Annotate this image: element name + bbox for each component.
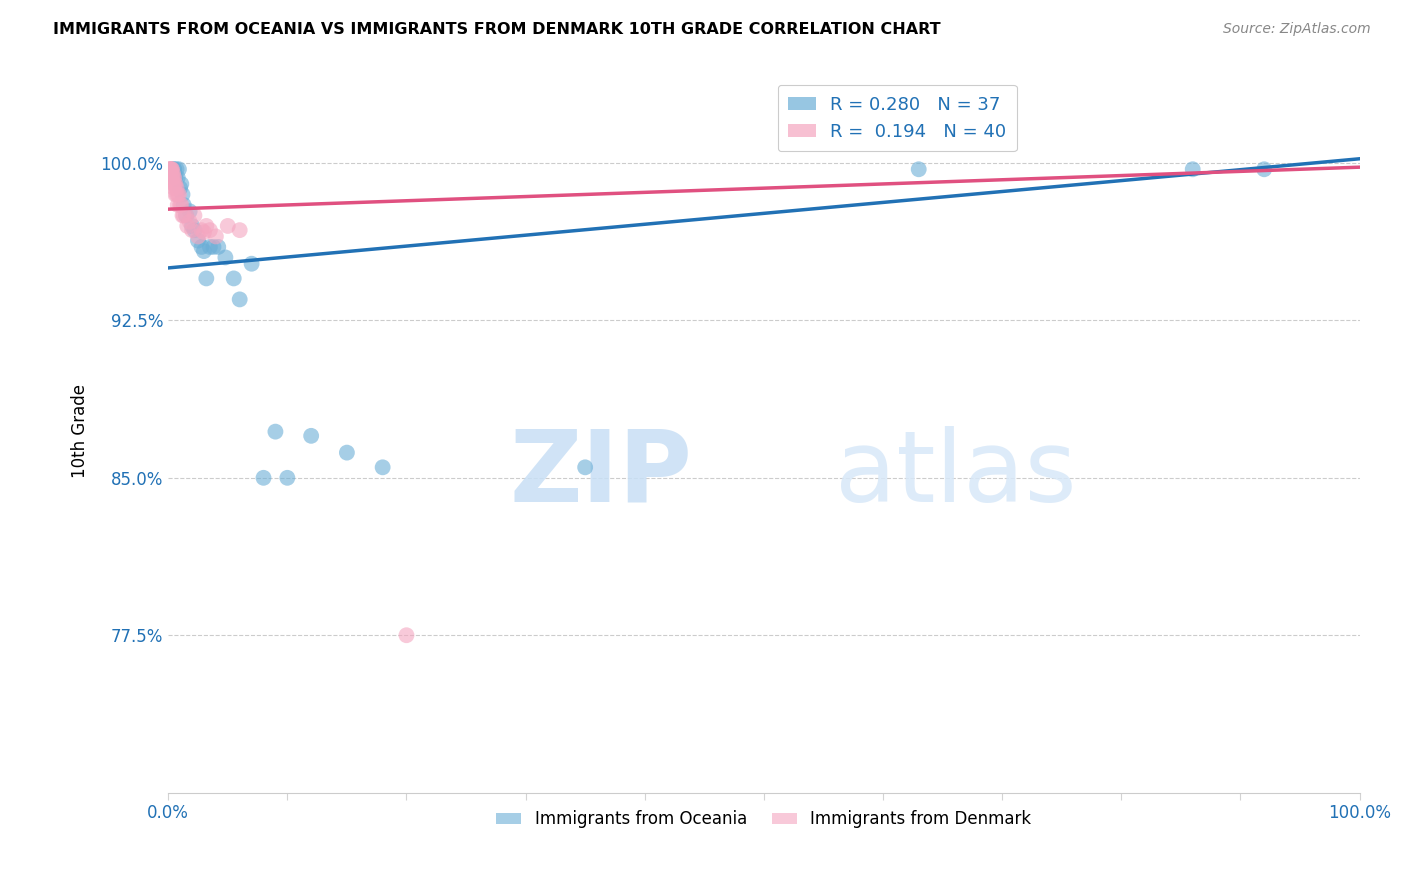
Point bbox=[162, 170, 184, 185]
Point bbox=[172, 187, 194, 202]
Point bbox=[166, 170, 188, 185]
Point bbox=[157, 162, 180, 177]
Point bbox=[264, 425, 287, 439]
Point bbox=[187, 234, 209, 248]
Point bbox=[179, 215, 201, 229]
Point bbox=[193, 225, 215, 239]
Point bbox=[395, 628, 418, 642]
Point bbox=[228, 293, 250, 307]
Text: atlas: atlas bbox=[835, 425, 1077, 523]
Point bbox=[907, 162, 929, 177]
Point bbox=[195, 219, 218, 233]
Text: Source: ZipAtlas.com: Source: ZipAtlas.com bbox=[1223, 22, 1371, 37]
Point bbox=[202, 240, 225, 254]
Point bbox=[160, 162, 183, 177]
Point bbox=[174, 209, 197, 223]
Point bbox=[174, 209, 197, 223]
Point bbox=[193, 244, 215, 259]
Point bbox=[299, 429, 322, 443]
Point bbox=[163, 162, 186, 177]
Point bbox=[198, 223, 221, 237]
Point bbox=[167, 162, 190, 177]
Point bbox=[163, 166, 186, 180]
Point bbox=[371, 460, 394, 475]
Point bbox=[165, 170, 187, 185]
Point bbox=[336, 445, 359, 459]
Point bbox=[217, 219, 239, 233]
Point bbox=[169, 198, 191, 212]
Text: ZIP: ZIP bbox=[509, 425, 692, 523]
Point bbox=[574, 460, 596, 475]
Point bbox=[181, 219, 204, 233]
Point bbox=[183, 209, 205, 223]
Point bbox=[165, 187, 187, 202]
Point bbox=[252, 471, 274, 485]
Point bbox=[163, 177, 186, 191]
Point bbox=[181, 223, 204, 237]
Point bbox=[166, 181, 188, 195]
Y-axis label: 10th Grade: 10th Grade bbox=[72, 384, 89, 477]
Point bbox=[1181, 162, 1204, 177]
Point bbox=[169, 181, 191, 195]
Point bbox=[179, 204, 201, 219]
Point bbox=[176, 219, 198, 233]
Point bbox=[1253, 162, 1275, 177]
Point bbox=[214, 251, 236, 265]
Point bbox=[183, 223, 205, 237]
Point bbox=[195, 271, 218, 285]
Point bbox=[159, 162, 181, 177]
Point bbox=[166, 187, 188, 202]
Point bbox=[160, 170, 183, 185]
Point bbox=[198, 240, 221, 254]
Point bbox=[162, 177, 184, 191]
Point bbox=[166, 187, 188, 202]
Point bbox=[276, 471, 298, 485]
Point bbox=[163, 181, 186, 195]
Point bbox=[159, 162, 181, 177]
Point bbox=[228, 223, 250, 237]
Point bbox=[159, 170, 181, 185]
Point bbox=[167, 187, 190, 202]
Point bbox=[166, 198, 188, 212]
Legend: Immigrants from Oceania, Immigrants from Denmark: Immigrants from Oceania, Immigrants from… bbox=[489, 804, 1038, 835]
Point bbox=[173, 198, 195, 212]
Point bbox=[222, 271, 245, 285]
Point bbox=[160, 166, 183, 180]
Point bbox=[190, 240, 212, 254]
Point bbox=[207, 240, 229, 254]
Point bbox=[240, 257, 263, 271]
Point bbox=[166, 162, 188, 177]
Point bbox=[205, 229, 228, 244]
Point bbox=[165, 177, 187, 191]
Point bbox=[163, 162, 186, 177]
Point bbox=[173, 209, 195, 223]
Point bbox=[170, 198, 193, 212]
Point bbox=[190, 223, 212, 237]
Point bbox=[170, 177, 193, 191]
Point bbox=[160, 162, 183, 177]
Point bbox=[172, 209, 194, 223]
Point bbox=[163, 170, 186, 185]
Point bbox=[157, 162, 180, 177]
Point bbox=[162, 166, 184, 180]
Point bbox=[160, 162, 183, 177]
Text: IMMIGRANTS FROM OCEANIA VS IMMIGRANTS FROM DENMARK 10TH GRADE CORRELATION CHART: IMMIGRANTS FROM OCEANIA VS IMMIGRANTS FR… bbox=[53, 22, 941, 37]
Point bbox=[187, 229, 209, 244]
